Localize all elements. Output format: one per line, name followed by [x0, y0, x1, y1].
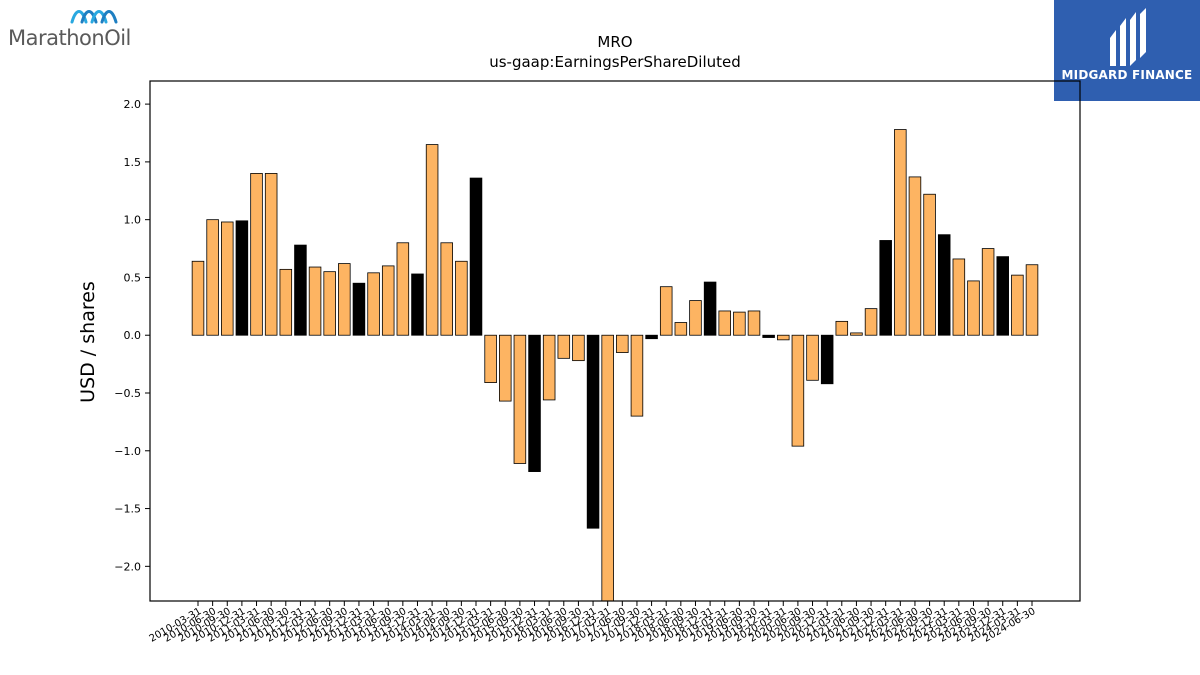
bar-2022-03-31	[894, 129, 907, 336]
bar-2014-09-30	[455, 260, 468, 336]
bar-2024-03-31	[1011, 274, 1024, 336]
bar-2013-12-31	[411, 273, 424, 336]
bar-2011-12-31	[294, 244, 307, 336]
marathon-oil-wordmark: MarathonOil	[8, 26, 131, 50]
bar-2019-03-31	[718, 310, 731, 336]
y-axis: −2.0 −1.5 −1.0 −0.5 0.0 0.5 1.0 1.5 2.0	[114, 98, 150, 573]
midgard-finance-logo: MIDGARD FINANCE	[1054, 0, 1200, 101]
bar-2018-03-31	[659, 286, 673, 336]
bar-2016-03-31	[542, 334, 556, 401]
bar-2022-09-30	[923, 193, 936, 336]
bar-2015-09-30	[513, 334, 527, 464]
y-tick-label: 0.5	[124, 271, 142, 284]
midgard-monogram-icon	[1110, 8, 1146, 66]
bar-2017-12-31	[645, 334, 658, 340]
bar-2021-12-31	[879, 240, 892, 336]
bar-2010-06-30	[206, 219, 219, 336]
bar-2017-09-30	[630, 334, 644, 417]
bar-2011-06-30	[264, 173, 278, 336]
y-axis-label: USD / shares	[77, 281, 99, 403]
bar-2017-06-30	[616, 334, 629, 353]
bar-2012-09-30	[338, 263, 351, 336]
x-axis: 2010-03-312010-06-302010-09-302010-12-31…	[148, 601, 1038, 645]
bar-2024-06-30	[1025, 264, 1039, 336]
bar-2021-06-30	[850, 332, 863, 336]
bar-2015-03-31	[484, 334, 497, 384]
bars-layer	[191, 129, 1039, 602]
marathon-wave-icon	[70, 10, 118, 24]
bar-2018-09-30	[689, 300, 702, 336]
bar-2020-09-30	[806, 334, 819, 381]
bar-2014-12-31	[469, 177, 483, 336]
y-tick-label: 1.5	[124, 156, 142, 169]
bar-2019-12-31	[762, 334, 775, 338]
bar-2017-03-31	[601, 334, 614, 602]
bar-2013-09-30	[396, 242, 410, 336]
bar-2016-06-30	[557, 334, 571, 359]
bar-2011-03-31	[250, 173, 263, 336]
bar-2014-03-31	[425, 144, 439, 336]
bar-2020-12-31	[820, 334, 834, 385]
bar-2015-06-30	[499, 334, 512, 402]
bar-2012-12-31	[352, 282, 366, 336]
bar-2023-03-31	[952, 258, 966, 336]
plot-frame	[149, 80, 1081, 602]
bar-2019-06-30	[733, 311, 746, 336]
bar-2011-09-30	[279, 268, 293, 336]
bar-2022-06-30	[908, 176, 922, 336]
bar-2023-06-30	[967, 280, 980, 336]
y-tick-label: 2.0	[124, 98, 142, 111]
bar-2023-09-30	[981, 248, 995, 336]
bar-2020-03-31	[777, 334, 790, 341]
chart-subtitle: us-gaap:EarningsPerShareDiluted	[489, 53, 741, 71]
bar-2010-09-30	[221, 221, 234, 336]
bar-2015-12-31	[528, 334, 541, 472]
chart-title: MRO	[597, 33, 632, 51]
y-tick-label: −1.5	[114, 503, 141, 516]
bar-2014-06-30	[440, 242, 453, 336]
y-tick-label: 0.0	[124, 329, 142, 342]
bar-2016-09-30	[572, 334, 585, 362]
y-tick-label: −1.0	[114, 445, 141, 458]
bar-2021-03-31	[835, 320, 849, 336]
y-tick-label: 1.0	[124, 214, 142, 227]
bar-2023-12-31	[996, 256, 1009, 336]
bar-2012-03-31	[308, 266, 322, 336]
bar-2019-09-30	[747, 310, 761, 336]
bar-2013-03-31	[367, 272, 380, 336]
bar-2021-09-30	[864, 308, 878, 336]
y-tick-label: −2.0	[114, 560, 141, 573]
bar-2018-06-30	[674, 322, 688, 336]
bar-2012-06-30	[323, 271, 336, 336]
bar-2018-12-31	[703, 281, 717, 336]
bar-2010-12-31	[235, 220, 249, 336]
bar-2020-06-30	[791, 334, 805, 447]
bar-2010-03-31	[191, 260, 205, 336]
marathon-oil-logo: MarathonOil	[6, 6, 156, 54]
bar-2016-12-31	[586, 334, 600, 529]
bar-2022-12-31	[937, 234, 951, 336]
bar-2013-06-30	[381, 265, 395, 336]
y-tick-label: −0.5	[114, 387, 141, 400]
midgard-finance-wordmark: MIDGARD FINANCE	[1061, 68, 1193, 82]
